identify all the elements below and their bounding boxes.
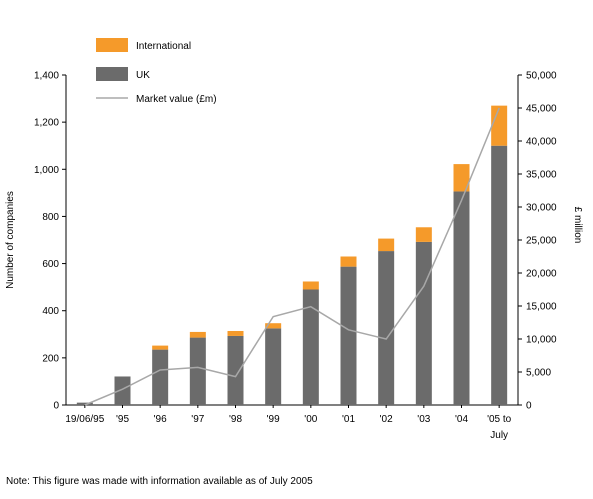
y2-tick-label: 40,000 (526, 137, 557, 148)
bar-uk (453, 191, 470, 405)
y-tick-label: 800 (42, 212, 59, 223)
bars (76, 105, 508, 405)
y-axis-title: Number of companies (5, 191, 16, 289)
legend-swatch-international (96, 38, 128, 52)
y-tick-label: 400 (42, 306, 59, 317)
y-tick-label: 1,200 (34, 118, 59, 129)
bar-international (453, 164, 470, 192)
bar-uk (189, 337, 206, 405)
x-tick-label: July (490, 430, 508, 441)
bar-international (378, 238, 395, 252)
bar-uk (340, 266, 357, 405)
x-tick-label: '99 (267, 414, 280, 425)
bar-international (415, 227, 432, 242)
y2-tick-label: 10,000 (526, 335, 557, 346)
market-value-line (84, 107, 500, 406)
bar-uk (378, 251, 395, 405)
x-tick-label: '04 (455, 414, 468, 425)
y2-tick-label: 35,000 (526, 170, 557, 181)
legend-label-international: International (136, 41, 191, 52)
y-tick-label: 1,400 (34, 71, 59, 82)
bar-international (265, 323, 282, 329)
footnote: Note: This figure was made with informat… (6, 476, 313, 487)
bar-international (302, 281, 319, 290)
bar-uk (302, 289, 319, 405)
bar-uk (415, 241, 432, 405)
y2-axis-title: £ million (572, 207, 583, 244)
bar-uk (114, 376, 131, 405)
legend: International UK Market value (£m) (96, 38, 217, 105)
bar-uk (76, 402, 93, 405)
bar-uk (491, 145, 508, 405)
y2-tick-label: 15,000 (526, 302, 557, 313)
legend-label-market-value: Market value (£m) (136, 94, 217, 105)
x-tick-label: '05 to (487, 414, 512, 425)
x-tick-label: '01 (342, 414, 355, 425)
legend-label-uk: UK (136, 70, 150, 81)
x-tick-label: 19/06/95 (65, 414, 104, 425)
bar-international (340, 256, 357, 267)
market-value-line-group (84, 107, 500, 406)
left-axis-ticks: 0 200 400 600 800 1,000 1,200 1,400 (34, 71, 66, 412)
y2-tick-label: 20,000 (526, 269, 557, 280)
y-tick-label: 200 (42, 353, 59, 364)
x-tick-label: '95 (116, 414, 129, 425)
x-tick-label: '02 (380, 414, 393, 425)
x-tick-label: '98 (229, 414, 242, 425)
y2-tick-label: 5,000 (526, 368, 551, 379)
x-tick-label: '03 (417, 414, 430, 425)
y-tick-label: 0 (53, 401, 59, 412)
y-tick-label: 1,000 (34, 165, 59, 176)
legend-swatch-uk (96, 67, 128, 81)
y2-tick-label: 30,000 (526, 203, 557, 214)
bar-uk (265, 328, 282, 405)
x-tick-label: '00 (304, 414, 317, 425)
bar-international (189, 331, 206, 338)
right-axis-ticks: 0 5,000 10,000 15,000 20,000 25,000 30,000 35,0… (518, 71, 557, 412)
bar-uk (227, 335, 244, 405)
y2-tick-label: 50,000 (526, 71, 557, 82)
y2-tick-label: 0 (526, 401, 532, 412)
bar-international (152, 345, 169, 350)
x-tick-label: '96 (154, 414, 167, 425)
bar-uk (152, 349, 169, 405)
bar-international (227, 330, 244, 336)
y-tick-label: 600 (42, 259, 59, 270)
x-axis-labels: 19/06/95 '95 '96 '97 '98 '99 '00 '01 '02 '03 '04 '0… (65, 405, 512, 441)
x-tick-label: '97 (191, 414, 204, 425)
y2-tick-label: 45,000 (526, 104, 557, 115)
bar-international (491, 105, 508, 146)
y2-tick-label: 25,000 (526, 236, 557, 247)
